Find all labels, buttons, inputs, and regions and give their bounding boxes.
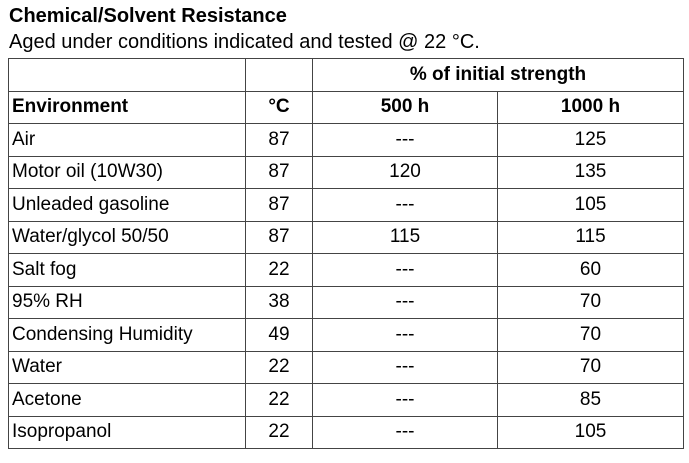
column-header: 1000 h: [497, 90, 684, 124]
table-cell: Motor oil (10W30): [8, 155, 246, 189]
table-cell: ---: [312, 253, 498, 287]
table-cell: ---: [312, 123, 498, 157]
table-cell: Condensing Humidity: [8, 318, 246, 352]
table-row: Acetone 22 --- 85: [8, 383, 684, 417]
table-cell: 115: [497, 220, 684, 254]
table-cell: 87: [245, 188, 313, 222]
table-cell: 22: [245, 253, 313, 287]
column-header-row: Environment °C 500 h 1000 h: [8, 90, 684, 124]
table-row: Unleaded gasoline 87 --- 105: [8, 188, 684, 222]
table-cell: Air: [8, 123, 246, 157]
table-cell: ---: [312, 383, 498, 417]
table-cell: 87: [245, 123, 313, 157]
table-cell: 95% RH: [8, 285, 246, 319]
empty-cell: [245, 58, 313, 92]
empty-cell: [8, 58, 246, 92]
table-row: Water 22 --- 70: [8, 350, 684, 384]
subtitle: Aged under conditions indicated and test…: [9, 31, 480, 53]
table-cell: 120: [312, 155, 498, 189]
table-cell: 125: [497, 123, 684, 157]
column-header: 500 h: [312, 90, 498, 124]
table-cell: Unleaded gasoline: [8, 188, 246, 222]
table-row: Isopropanol 22 --- 105: [8, 415, 684, 449]
table-row: 95% RH 38 --- 70: [8, 285, 684, 319]
table-cell: ---: [312, 318, 498, 352]
table-cell: 60: [497, 253, 684, 287]
table-cell: ---: [312, 285, 498, 319]
table-cell: Water/glycol 50/50: [8, 220, 246, 254]
column-header: Environment: [8, 90, 246, 124]
table-row: Condensing Humidity 49 --- 70: [8, 318, 684, 352]
table-cell: 49: [245, 318, 313, 352]
title: Chemical/Solvent Resistance: [9, 5, 287, 27]
table-cell: Isopropanol: [8, 415, 246, 449]
group-header-row: % of initial strength: [8, 58, 684, 92]
table-cell: ---: [312, 188, 498, 222]
table-cell: 22: [245, 350, 313, 384]
table-cell: 87: [245, 155, 313, 189]
table-cell: 70: [497, 350, 684, 384]
table-cell: 87: [245, 220, 313, 254]
table-cell: 85: [497, 383, 684, 417]
table-cell: 135: [497, 155, 684, 189]
table-cell: 115: [312, 220, 498, 254]
table-body: Air 87 --- 125 Motor oil (10W30) 87 120 135 Unle…: [8, 123, 684, 449]
table-row: Water/glycol 50/50 87 115 115: [8, 220, 684, 254]
column-header: °C: [245, 90, 313, 124]
table-cell: 22: [245, 415, 313, 449]
table-cell: Acetone: [8, 383, 246, 417]
table-cell: 105: [497, 188, 684, 222]
table-cell: Salt fog: [8, 253, 246, 287]
table-cell: 70: [497, 318, 684, 352]
resistance-table: % of initial strength Environment °C 500 h…: [8, 58, 684, 449]
table-row: Salt fog 22 --- 60: [8, 253, 684, 287]
table-cell: 70: [497, 285, 684, 319]
table-row: Air 87 --- 125: [8, 123, 684, 157]
table-cell: 38: [245, 285, 313, 319]
table-cell: 105: [497, 415, 684, 449]
table-cell: Water: [8, 350, 246, 384]
table-cell: ---: [312, 415, 498, 449]
group-header: % of initial strength: [312, 58, 684, 92]
table-cell: ---: [312, 350, 498, 384]
table-cell: 22: [245, 383, 313, 417]
table-row: Motor oil (10W30) 87 120 135: [8, 155, 684, 189]
